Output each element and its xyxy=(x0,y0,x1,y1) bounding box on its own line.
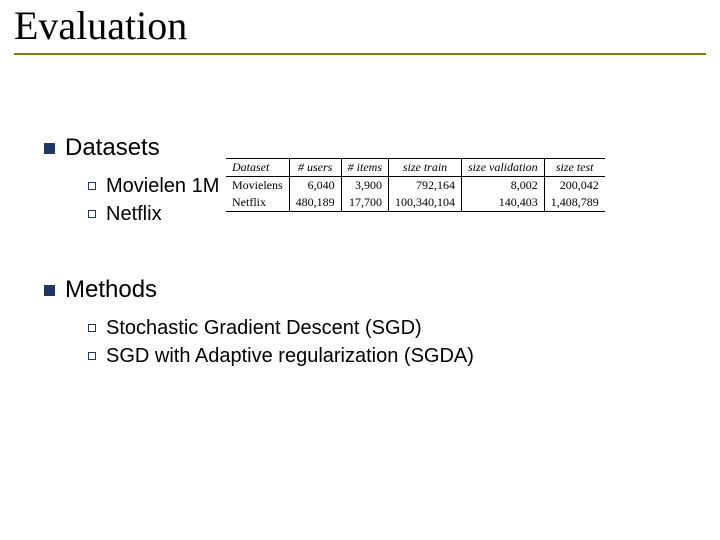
cell: Netflix xyxy=(226,194,289,212)
hollow-square-bullet-icon xyxy=(88,352,96,360)
data-table: Dataset # users # items size train size … xyxy=(226,158,605,212)
cell: Movielens xyxy=(226,177,289,195)
col-header: # items xyxy=(341,159,388,177)
cell: 480,189 xyxy=(289,194,341,212)
table-header-row: Dataset # users # items size train size … xyxy=(226,159,605,177)
col-header: size validation xyxy=(462,159,545,177)
list-item: Movielen 1M xyxy=(88,172,219,200)
heading-datasets: Datasets xyxy=(44,134,219,162)
hollow-square-bullet-icon xyxy=(88,210,96,218)
sublist-datasets: Movielen 1M Netflix xyxy=(88,172,219,228)
heading-methods: Methods xyxy=(44,276,474,304)
title-wrap: Evaluation xyxy=(14,2,706,55)
list-item-label: Movielen 1M xyxy=(106,172,219,200)
cell: 792,164 xyxy=(389,177,462,195)
list-item: Netflix xyxy=(88,200,219,228)
col-header: Dataset xyxy=(226,159,289,177)
list-item: SGD with Adaptive regularization (SGDA) xyxy=(88,342,474,370)
table-row: Movielens 6,040 3,900 792,164 8,002 200,… xyxy=(226,177,605,195)
heading-methods-label: Methods xyxy=(65,276,157,304)
slide: Evaluation Datasets Movielen 1M Netflix … xyxy=(0,0,720,540)
col-header: # users xyxy=(289,159,341,177)
list-item-label: Netflix xyxy=(106,200,162,228)
cell: 100,340,104 xyxy=(389,194,462,212)
square-bullet-icon xyxy=(44,143,55,154)
col-header: size train xyxy=(389,159,462,177)
sublist-methods: Stochastic Gradient Descent (SGD) SGD wi… xyxy=(88,314,474,370)
datasets-table: Dataset # users # items size train size … xyxy=(226,158,605,212)
hollow-square-bullet-icon xyxy=(88,182,96,190)
col-header: size test xyxy=(544,159,605,177)
cell: 17,700 xyxy=(341,194,388,212)
section-methods: Methods Stochastic Gradient Descent (SGD… xyxy=(44,276,474,370)
hollow-square-bullet-icon xyxy=(88,324,96,332)
cell: 3,900 xyxy=(341,177,388,195)
square-bullet-icon xyxy=(44,285,55,296)
cell: 8,002 xyxy=(462,177,545,195)
section-datasets: Datasets Movielen 1M Netflix xyxy=(44,134,219,228)
cell: 1,408,789 xyxy=(544,194,605,212)
heading-datasets-label: Datasets xyxy=(65,134,160,162)
cell: 6,040 xyxy=(289,177,341,195)
list-item: Stochastic Gradient Descent (SGD) xyxy=(88,314,474,342)
list-item-label: SGD with Adaptive regularization (SGDA) xyxy=(106,342,474,370)
table-row: Netflix 480,189 17,700 100,340,104 140,4… xyxy=(226,194,605,212)
cell: 200,042 xyxy=(544,177,605,195)
slide-title: Evaluation xyxy=(14,2,706,49)
cell: 140,403 xyxy=(462,194,545,212)
list-item-label: Stochastic Gradient Descent (SGD) xyxy=(106,314,422,342)
